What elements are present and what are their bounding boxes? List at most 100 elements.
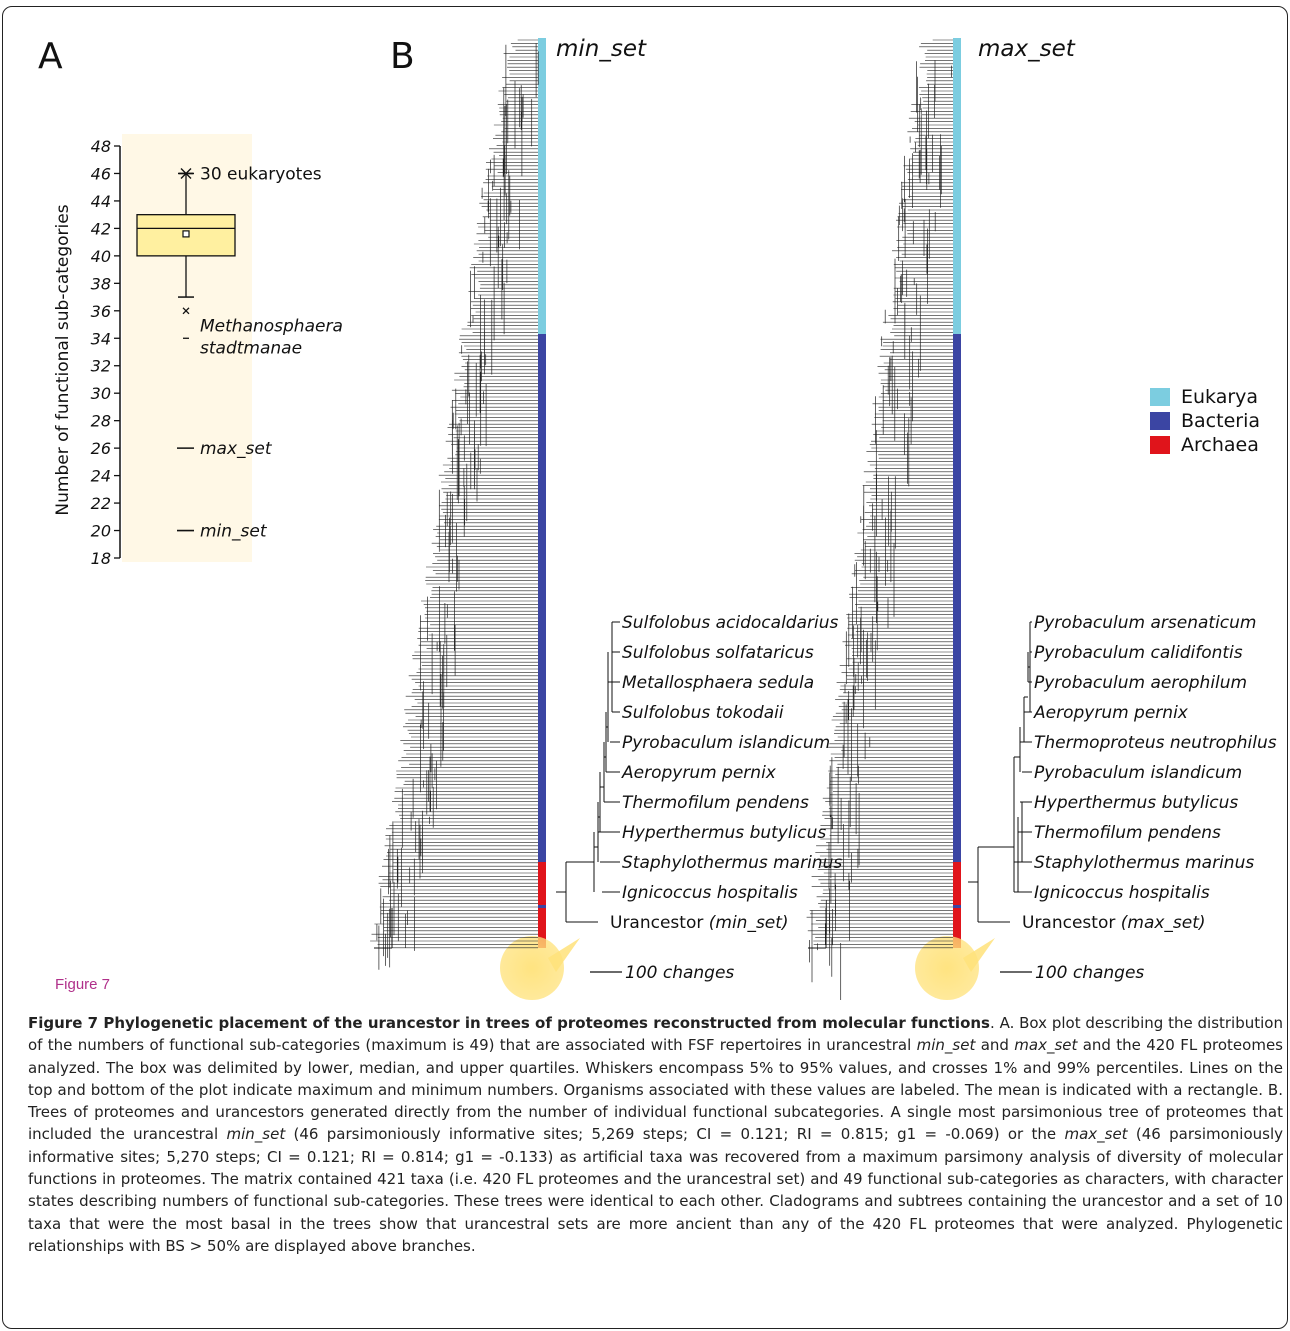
- bacteria-bar: [538, 905, 546, 908]
- urancestor-label: Urancestor (max_set): [1022, 913, 1206, 933]
- caption-italic-1: min_set: [916, 1036, 976, 1055]
- tree-title-max-set: max_set: [978, 36, 1076, 62]
- legend-swatch: [1150, 436, 1170, 454]
- bacteria-bar: [953, 905, 961, 908]
- caption-text-4: (46 parsimoniously informative sites; 5,…: [285, 1125, 1065, 1144]
- y-tick-label: 38: [91, 274, 111, 293]
- y-axis-label: Number of functional sub-categories: [53, 204, 73, 515]
- panel-b-letter: B: [390, 36, 415, 77]
- plot-background: [122, 134, 252, 562]
- eukarya-bar: [953, 38, 961, 334]
- annotation-label: 30 eukaryotes: [200, 164, 322, 184]
- y-tick-label: 40: [91, 247, 111, 266]
- subtree-branches: [968, 621, 1032, 923]
- annotation-label: stadtmanae: [200, 338, 302, 358]
- taxon-label: Staphylothermus marinus: [1034, 853, 1254, 873]
- urancestor-set: (max_set): [1121, 913, 1206, 933]
- caption-italic-2: max_set: [1014, 1036, 1078, 1055]
- caption-italic-3: min_set: [226, 1125, 286, 1144]
- y-tick-label: 36: [91, 302, 111, 321]
- taxon-label: Thermofilum pendens: [622, 793, 809, 813]
- y-tick-label: 34: [91, 329, 111, 348]
- eukarya-bar: [538, 38, 546, 334]
- tree-root: [808, 908, 827, 949]
- taxon-label: Ignicoccus hospitalis: [1034, 883, 1210, 903]
- legend-label: Bacteria: [1181, 410, 1260, 432]
- bacteria-bar: [953, 334, 961, 862]
- annotation-label: min_set: [200, 522, 268, 542]
- tree-leaves: [806, 39, 953, 949]
- taxon-label: Hyperthermus butylicus: [1034, 793, 1238, 813]
- tree-max-set: Pyrobaculum arsenaticum Pyrobaculum calid…: [806, 38, 1277, 1000]
- annotation-label: max_set: [200, 439, 273, 459]
- mean-marker: [182, 230, 190, 238]
- panel-a-letter: A: [38, 36, 63, 77]
- y-tick-label: 32: [91, 357, 111, 376]
- y-tick-label: 46: [91, 164, 111, 183]
- y-tick-label: 42: [91, 219, 111, 238]
- bacteria-bar: [538, 334, 546, 862]
- caption-title: Figure 7 Phylogenetic placement of the u…: [28, 1014, 990, 1032]
- caption-text-3: and the 420 FL proteomes analyzed. The b…: [28, 1036, 1283, 1144]
- tree-connectors: [376, 43, 539, 970]
- scale-bar-label: 100 changes: [625, 963, 734, 983]
- taxon-label: Pyrobaculum arsenaticum: [1034, 613, 1256, 633]
- y-tick-label: 24: [91, 467, 111, 486]
- highlight-pointer: [963, 938, 995, 972]
- y-tick-label: 48: [91, 137, 111, 156]
- highlight-pointer: [548, 938, 580, 972]
- annotation-label: Methanosphaera: [200, 316, 343, 336]
- tree-root: [374, 908, 393, 949]
- legend-label: Archaea: [1181, 434, 1259, 456]
- taxon-label: Hyperthermus butylicus: [622, 823, 826, 843]
- taxon-label: Staphylothermus marinus: [622, 853, 842, 873]
- legend-label: Eukarya: [1181, 386, 1258, 408]
- urancestor-label: Urancestor (min_set): [610, 913, 789, 933]
- legend-swatch: [1150, 388, 1170, 406]
- taxon-label: Sulfolobus solfataricus: [622, 643, 814, 663]
- tree-connectors: [809, 60, 952, 1000]
- y-tick-label: 26: [91, 439, 111, 458]
- taxon-label: Aeropyrum pernix: [1033, 703, 1189, 723]
- box-group: [136, 167, 236, 339]
- urancestor-set: (min_set): [709, 913, 789, 933]
- figure-frame: [2, 6, 1288, 1329]
- tree-leaves: [370, 39, 538, 949]
- taxon-label: Sulfolobus acidocaldarius: [622, 613, 838, 633]
- p1-cross: [182, 307, 190, 315]
- subtree-branches: [556, 621, 620, 923]
- caption-text-5: (46 parsimoniously informative sites; 5,…: [28, 1125, 1283, 1255]
- taxon-label: Thermofilum pendens: [1034, 823, 1221, 843]
- y-axis: 18 20 22 24 26 28 30 32 34 36 38 40 42 44 46 48: [91, 137, 121, 568]
- y-tick-label: 22: [91, 494, 111, 513]
- y-tick-label: 18: [91, 549, 111, 568]
- tree-min-set: Sulfolobus acidocaldarius Sulfolobus solf…: [370, 38, 842, 1000]
- caption-text-2: and: [975, 1036, 1015, 1055]
- y-tick-label: 28: [91, 412, 111, 431]
- legend-swatch: [1150, 412, 1170, 430]
- caption-text-1: . A. Box plot describing the distributio…: [28, 1014, 1283, 1055]
- taxon-label: Aeropyrum pernix: [621, 763, 777, 783]
- taxon-label: Pyrobaculum islandicum: [1034, 763, 1242, 783]
- box-plot: 18 20 22 24 26 28 30 32 34 36 38 40 42 44 46 48 Number …: [53, 134, 343, 568]
- taxon-label: Thermoproteus neutrophilus: [1034, 733, 1277, 753]
- taxon-label: Pyrobaculum calidifontis: [1034, 643, 1243, 663]
- figure-caption: Figure 7 Phylogenetic placement of the u…: [28, 1012, 1283, 1257]
- taxon-label: Pyrobaculum islandicum: [622, 733, 830, 753]
- y-tick-label: 20: [91, 522, 111, 541]
- taxon-label: Sulfolobus tokodaii: [622, 703, 784, 723]
- y-tick-label: 44: [91, 192, 111, 211]
- highlight-circle: [915, 936, 979, 1000]
- figure-label: Figure 7: [55, 976, 111, 993]
- taxon-label: Pyrobaculum aerophilum: [1034, 673, 1247, 693]
- taxon-label: Metallosphaera sedula: [622, 673, 814, 693]
- y-tick-label: 30: [91, 384, 111, 403]
- caption-italic-4: max_set: [1064, 1125, 1128, 1144]
- trees-svg: Sulfolobus acidocaldarius Sulfolobus solf…: [370, 36, 1277, 1000]
- taxon-label: Ignicoccus hospitalis: [622, 883, 798, 903]
- tree-title-min-set: min_set: [556, 36, 647, 62]
- highlight-circle: [500, 936, 564, 1000]
- scale-bar-label: 100 changes: [1035, 963, 1144, 983]
